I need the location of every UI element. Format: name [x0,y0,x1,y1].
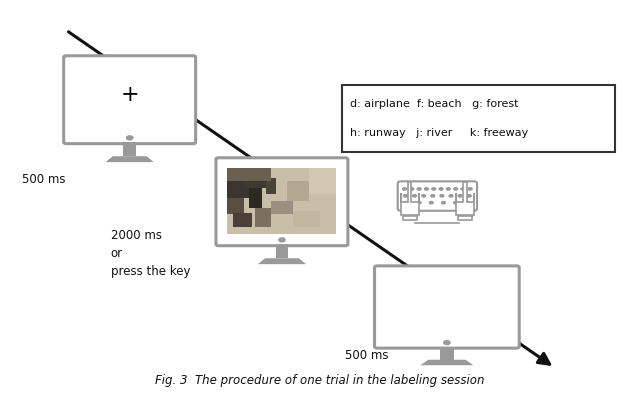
Circle shape [440,195,444,197]
Circle shape [404,195,407,197]
Polygon shape [106,156,154,162]
Circle shape [279,238,285,242]
Bar [293,211,320,227]
Bar [227,197,244,214]
Bar [287,181,309,201]
Text: +: + [120,84,139,107]
Bar [271,201,293,214]
Circle shape [413,195,417,197]
Bar [458,217,472,220]
Circle shape [458,195,462,197]
Circle shape [431,195,435,197]
Circle shape [467,195,471,197]
Polygon shape [401,182,419,215]
Circle shape [405,201,409,204]
FancyBboxPatch shape [374,266,519,348]
Bar [227,168,271,181]
Polygon shape [420,360,474,365]
Circle shape [461,188,465,190]
Text: 500 ms: 500 ms [346,349,389,363]
Circle shape [449,195,453,197]
Circle shape [439,188,443,190]
Bar [227,168,249,197]
FancyBboxPatch shape [216,158,348,246]
Bar [403,217,417,220]
Bar [255,207,271,227]
Polygon shape [456,182,474,215]
Bar [244,169,271,188]
Text: 2000 ms
or
press the key: 2000 ms or press the key [111,229,190,279]
Circle shape [454,201,458,204]
Circle shape [417,188,421,190]
Circle shape [447,188,450,190]
Circle shape [432,188,436,190]
Circle shape [424,188,428,190]
Circle shape [468,188,472,190]
FancyBboxPatch shape [64,56,196,144]
Circle shape [454,188,458,190]
Bar [227,168,337,234]
Circle shape [127,136,133,140]
Bar [233,213,252,227]
Circle shape [444,341,450,345]
Circle shape [442,201,445,204]
Bar [249,184,262,207]
Circle shape [403,188,406,190]
Bar [124,142,136,156]
Bar [266,178,276,194]
Bar [440,347,454,360]
Bar [276,244,288,258]
Circle shape [422,195,426,197]
Text: d: airplane  f: beach   g: forest: d: airplane f: beach g: forest [350,99,518,109]
Text: 500 ms: 500 ms [22,173,65,186]
Text: h: runway   j: river     k: freeway: h: runway j: river k: freeway [350,128,528,138]
FancyBboxPatch shape [397,181,477,211]
Circle shape [466,201,470,204]
Bar [309,168,337,194]
Polygon shape [258,258,306,264]
Text: Fig. 3  The procedure of one trial in the labeling session: Fig. 3 The procedure of one trial in the… [156,374,484,386]
Circle shape [429,201,433,204]
Circle shape [410,188,413,190]
Circle shape [417,201,421,204]
Bar [342,85,615,152]
